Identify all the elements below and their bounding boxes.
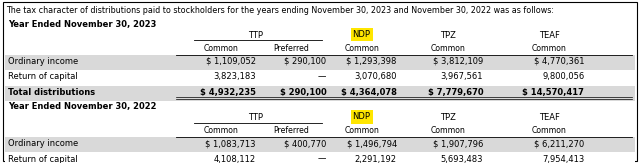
Text: $ 4,364,078: $ 4,364,078 xyxy=(341,88,397,97)
Text: $ 1,083,713: $ 1,083,713 xyxy=(205,139,256,148)
Text: Ordinary income: Ordinary income xyxy=(8,57,78,66)
Text: TPZ: TPZ xyxy=(440,31,456,40)
Text: 2,291,192: 2,291,192 xyxy=(355,155,397,163)
Text: Year Ended November 30, 2023: Year Ended November 30, 2023 xyxy=(8,20,156,29)
Text: $ 4,770,361: $ 4,770,361 xyxy=(534,57,584,66)
Text: 5,693,483: 5,693,483 xyxy=(441,155,483,163)
Text: $ 6,211,270: $ 6,211,270 xyxy=(534,139,584,148)
Text: $ 1,109,052: $ 1,109,052 xyxy=(206,57,256,66)
Text: $ 400,770: $ 400,770 xyxy=(284,139,326,148)
Text: Common: Common xyxy=(532,126,566,135)
Text: $ 3,812,109: $ 3,812,109 xyxy=(433,57,483,66)
Bar xyxy=(5,55,635,70)
Text: 3,967,561: 3,967,561 xyxy=(441,72,483,81)
Text: Common: Common xyxy=(204,44,238,53)
Text: $ 1,293,398: $ 1,293,398 xyxy=(346,57,397,66)
Text: —: — xyxy=(318,72,326,81)
Text: Common: Common xyxy=(344,44,379,53)
Text: $ 7,779,670: $ 7,779,670 xyxy=(428,88,483,97)
Text: 9,800,056: 9,800,056 xyxy=(542,72,584,81)
Text: $ 290,100: $ 290,100 xyxy=(284,57,326,66)
Text: —: — xyxy=(318,155,326,163)
Text: Preferred: Preferred xyxy=(273,44,309,53)
Bar xyxy=(5,152,635,163)
Text: The tax character of distributions paid to stockholders for the years ending Nov: The tax character of distributions paid … xyxy=(6,6,554,15)
Text: Common: Common xyxy=(344,126,379,135)
Text: TTP: TTP xyxy=(248,31,264,40)
Text: 4,108,112: 4,108,112 xyxy=(214,155,256,163)
Text: TEAF: TEAF xyxy=(539,113,559,122)
Text: NDP: NDP xyxy=(353,112,371,121)
Bar xyxy=(5,137,635,152)
Text: $ 14,570,417: $ 14,570,417 xyxy=(522,88,584,97)
Text: 7,954,413: 7,954,413 xyxy=(542,155,584,163)
Text: TTP: TTP xyxy=(248,113,264,122)
Text: Common: Common xyxy=(204,126,238,135)
Text: Total distributions: Total distributions xyxy=(8,88,95,97)
Text: TEAF: TEAF xyxy=(539,31,559,40)
Text: Common: Common xyxy=(431,126,465,135)
Text: $ 1,907,796: $ 1,907,796 xyxy=(433,139,483,148)
Text: 3,823,183: 3,823,183 xyxy=(213,72,256,81)
Text: Ordinary income: Ordinary income xyxy=(8,139,78,148)
Text: $ 1,496,794: $ 1,496,794 xyxy=(346,139,397,148)
Text: Year Ended November 30, 2022: Year Ended November 30, 2022 xyxy=(8,102,156,111)
Bar xyxy=(5,86,635,101)
Text: Preferred: Preferred xyxy=(273,126,309,135)
Bar xyxy=(5,70,635,86)
Text: 3,070,680: 3,070,680 xyxy=(355,72,397,81)
Text: Return of capital: Return of capital xyxy=(8,155,77,163)
Text: Common: Common xyxy=(532,44,566,53)
Text: Common: Common xyxy=(431,44,465,53)
Text: TPZ: TPZ xyxy=(440,113,456,122)
Text: $ 4,932,235: $ 4,932,235 xyxy=(200,88,256,97)
Text: $ 290,100: $ 290,100 xyxy=(280,88,326,97)
Text: NDP: NDP xyxy=(353,30,371,39)
Text: Return of capital: Return of capital xyxy=(8,72,77,81)
